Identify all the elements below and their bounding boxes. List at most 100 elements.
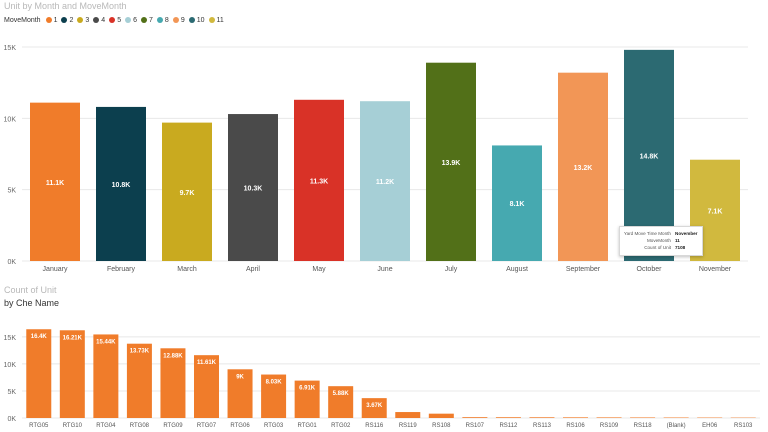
data-label: 16.4K bbox=[31, 334, 48, 340]
x-tick-label: February bbox=[107, 266, 136, 273]
data-label: 6.91K bbox=[299, 386, 316, 392]
x-tick-label: RS116 bbox=[365, 423, 384, 429]
bar bbox=[360, 101, 410, 261]
bar bbox=[261, 374, 287, 418]
x-tick-label: May bbox=[312, 266, 326, 273]
y-tick-label: 0K bbox=[7, 416, 16, 423]
che-bar-chart[interactable]: 0K 5K 10K 15K 16.4K RTG05 16.21K RTG10 15.44K RTG… bbox=[0, 284, 768, 432]
x-tick-label: RS112 bbox=[499, 423, 518, 429]
y-tick-label: 15K bbox=[4, 45, 17, 52]
x-tick-label: RTG05 bbox=[29, 423, 49, 429]
bar bbox=[59, 330, 85, 418]
data-label: 15.44K bbox=[96, 339, 116, 345]
legend-item[interactable]: 5 bbox=[109, 17, 121, 24]
bar bbox=[624, 49, 674, 261]
legend-label: 2 bbox=[69, 16, 74, 24]
data-label: 11.2K bbox=[376, 179, 394, 186]
data-label: 11.1K bbox=[46, 180, 64, 187]
data-label: 13.73K bbox=[130, 349, 150, 355]
bar bbox=[426, 62, 476, 262]
bar bbox=[529, 417, 555, 418]
data-label: 11.61K bbox=[197, 360, 217, 366]
legend-item[interactable]: 8 bbox=[156, 16, 169, 24]
legend-item[interactable]: 1 bbox=[45, 16, 58, 24]
x-tick-label: RTG09 bbox=[163, 423, 183, 429]
bar bbox=[558, 72, 608, 262]
legend-swatch bbox=[188, 17, 195, 23]
tooltip-row: MoveMonth 11 bbox=[623, 237, 699, 244]
data-label: 13.2K bbox=[574, 165, 593, 172]
legend-label: 10 bbox=[196, 16, 205, 24]
legend-label: 6 bbox=[133, 16, 138, 24]
tooltip-value: November bbox=[675, 231, 698, 236]
legend-item[interactable]: 9 bbox=[172, 17, 185, 24]
tooltip-label: Yard Move Time Month bbox=[623, 231, 671, 236]
y-tick-label: 10K bbox=[4, 116, 17, 123]
bar bbox=[428, 413, 454, 418]
month-bar-chart[interactable]: 0K 5K 10K 15K 11.1K January 10.8K February 9.7K M… bbox=[0, 0, 768, 282]
x-tick-label: RTG02 bbox=[331, 423, 351, 429]
x-tick-label: January bbox=[43, 266, 68, 273]
y-tick-label: 5K bbox=[7, 188, 16, 195]
bar bbox=[328, 386, 354, 418]
legend-swatch bbox=[77, 17, 84, 23]
data-label: 16.21K bbox=[63, 335, 83, 341]
legend: MoveMonth 1 2 3 4 5 6 7 8 9 10 11 bbox=[4, 14, 228, 26]
data-label: 13.9K bbox=[442, 160, 461, 167]
tooltip-row: Yard Move Time Month November bbox=[623, 230, 699, 237]
data-label: 5.88K bbox=[333, 391, 350, 397]
legend-item[interactable]: 4 bbox=[93, 17, 105, 24]
legend-item[interactable]: 2 bbox=[61, 17, 73, 24]
data-label: 10.8K bbox=[112, 182, 131, 189]
bar bbox=[563, 417, 588, 418]
legend-label: 8 bbox=[164, 16, 169, 24]
data-label: 3.67K bbox=[366, 403, 383, 409]
bar bbox=[96, 106, 146, 261]
bar bbox=[462, 417, 488, 418]
chart-title: Unit by Month and MoveMonth bbox=[4, 1, 127, 11]
x-tick-label: RTG03 bbox=[264, 423, 284, 429]
legend-item[interactable]: 7 bbox=[141, 17, 153, 24]
data-label: 8.1K bbox=[510, 201, 525, 208]
x-tick-label: EH06 bbox=[702, 423, 718, 429]
x-tick-label: RTG07 bbox=[197, 423, 217, 429]
x-tick-label: September bbox=[566, 266, 601, 273]
legend-swatch bbox=[93, 17, 100, 23]
x-tick-label: August bbox=[506, 266, 528, 273]
bar bbox=[596, 417, 622, 418]
legend-item[interactable]: 10 bbox=[188, 16, 205, 24]
legend-swatch bbox=[141, 17, 148, 23]
bar bbox=[26, 329, 52, 418]
bar bbox=[294, 380, 320, 418]
bar bbox=[162, 122, 212, 261]
legend-item[interactable]: 6 bbox=[125, 17, 137, 24]
che-chart-panel: Count of Unit by Che Name 0K 5K 10K 15K 16.4… bbox=[0, 284, 768, 432]
data-label: 7.1K bbox=[708, 208, 723, 215]
data-label: 10.3K bbox=[244, 186, 263, 193]
legend-swatch bbox=[45, 17, 52, 23]
x-tick-label: RS107 bbox=[466, 423, 485, 429]
bar bbox=[160, 348, 186, 418]
legend-swatch bbox=[61, 17, 68, 23]
bar bbox=[630, 417, 656, 418]
bar bbox=[126, 343, 152, 418]
legend-label: 4 bbox=[101, 16, 106, 24]
data-label: 9.7K bbox=[180, 190, 195, 197]
x-tick-label: October bbox=[637, 266, 663, 273]
legend-label: 1 bbox=[53, 16, 58, 24]
legend-item[interactable]: 11 bbox=[208, 17, 224, 24]
bar bbox=[93, 334, 119, 418]
x-tick-label: April bbox=[246, 266, 260, 273]
x-tick-label: RTG08 bbox=[130, 423, 150, 429]
data-label: 14.8K bbox=[640, 153, 659, 160]
bar bbox=[492, 145, 542, 261]
x-tick-label: RS108 bbox=[432, 423, 451, 429]
tooltip-value: 7108 bbox=[675, 245, 686, 250]
tooltip-label: Count of Unit bbox=[644, 245, 671, 250]
legend-item[interactable]: 3 bbox=[77, 17, 89, 24]
legend-swatch bbox=[172, 17, 179, 23]
y-tick-label: 5K bbox=[7, 389, 16, 396]
data-label: 11.3K bbox=[310, 178, 328, 185]
legend-swatch bbox=[156, 17, 163, 23]
legend-title: MoveMonth bbox=[4, 16, 41, 24]
